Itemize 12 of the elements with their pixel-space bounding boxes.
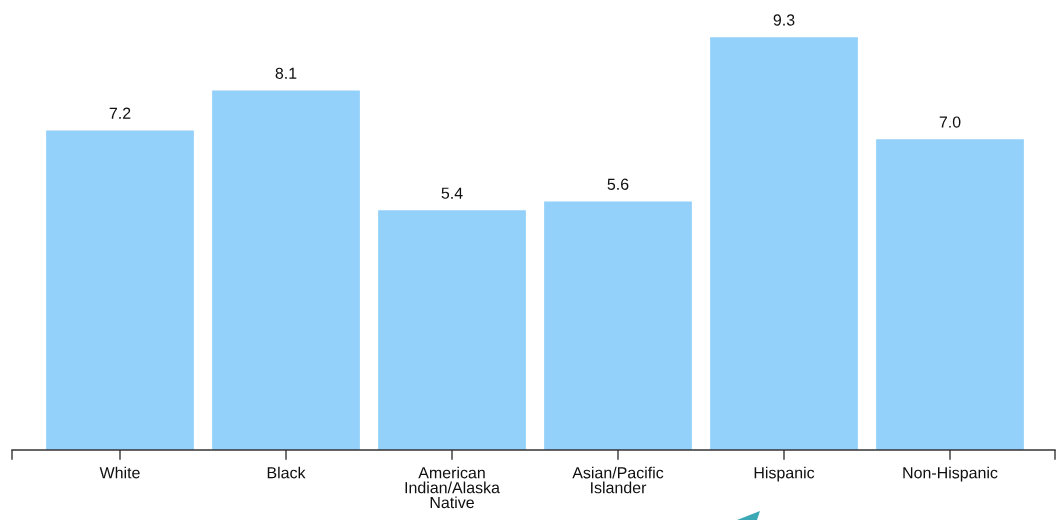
x-tick-label: Asian/Pacific Islander [572, 466, 664, 494]
x-tick-label: Hispanic [754, 466, 815, 482]
x-tick-label: White [99, 466, 140, 479]
data-label: 7.0 [939, 116, 961, 128]
x-tick-label: Non-Hispanic [903, 466, 998, 482]
data-label: 5.6 [607, 178, 629, 190]
data-label: 5.4 [441, 187, 463, 199]
data-label: 9.3 [773, 14, 795, 26]
data-label: 8.1 [275, 67, 297, 79]
x-tick-label: Black [267, 466, 306, 479]
data-label: 7.2 [109, 107, 131, 119]
x-tick-label: American Indian/Alaska Native [405, 466, 500, 509]
